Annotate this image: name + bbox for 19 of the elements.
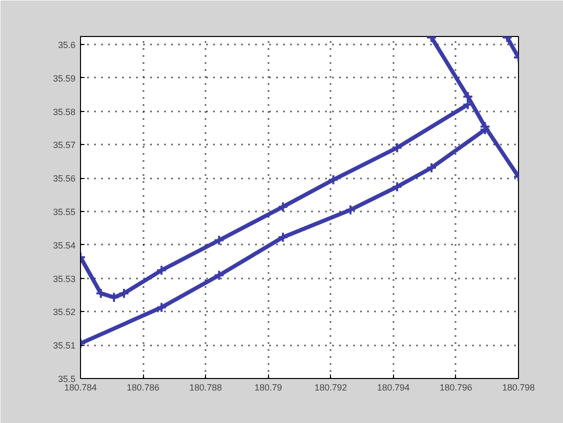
x-tick-label: 180.786: [126, 382, 160, 392]
y-tick-label: 35.52: [52, 307, 76, 318]
y-tick-label: 35.6: [58, 40, 76, 50]
y-tick-label: 35.54: [52, 240, 76, 250]
y-tick-label: 35.56: [52, 174, 76, 184]
y-tick-label: 35.51: [52, 340, 76, 351]
x-tick-label: 180.798: [502, 382, 535, 392]
y-tick-label: 35.57: [52, 140, 76, 150]
x-tick-label: 180.794: [377, 382, 410, 392]
y-tick-label: 35.55: [52, 207, 76, 218]
x-tick-label: 180.792: [314, 382, 348, 392]
x-tick-label: 180.788: [189, 382, 222, 392]
x-tick-label: 180.79: [254, 382, 282, 392]
x-tick-label: 180.784: [64, 382, 97, 392]
x-tick-label: 180.796: [440, 382, 472, 392]
y-tick-label: 35.59: [52, 73, 76, 84]
y-tick-label: 35.58: [52, 106, 76, 117]
y-tick-label: 35.5: [58, 374, 76, 384]
y-tick-label: 35.53: [52, 274, 76, 284]
